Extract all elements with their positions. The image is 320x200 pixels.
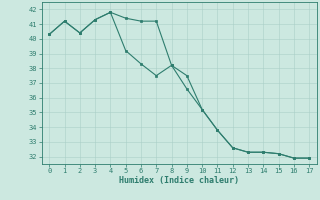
X-axis label: Humidex (Indice chaleur): Humidex (Indice chaleur) xyxy=(119,176,239,185)
